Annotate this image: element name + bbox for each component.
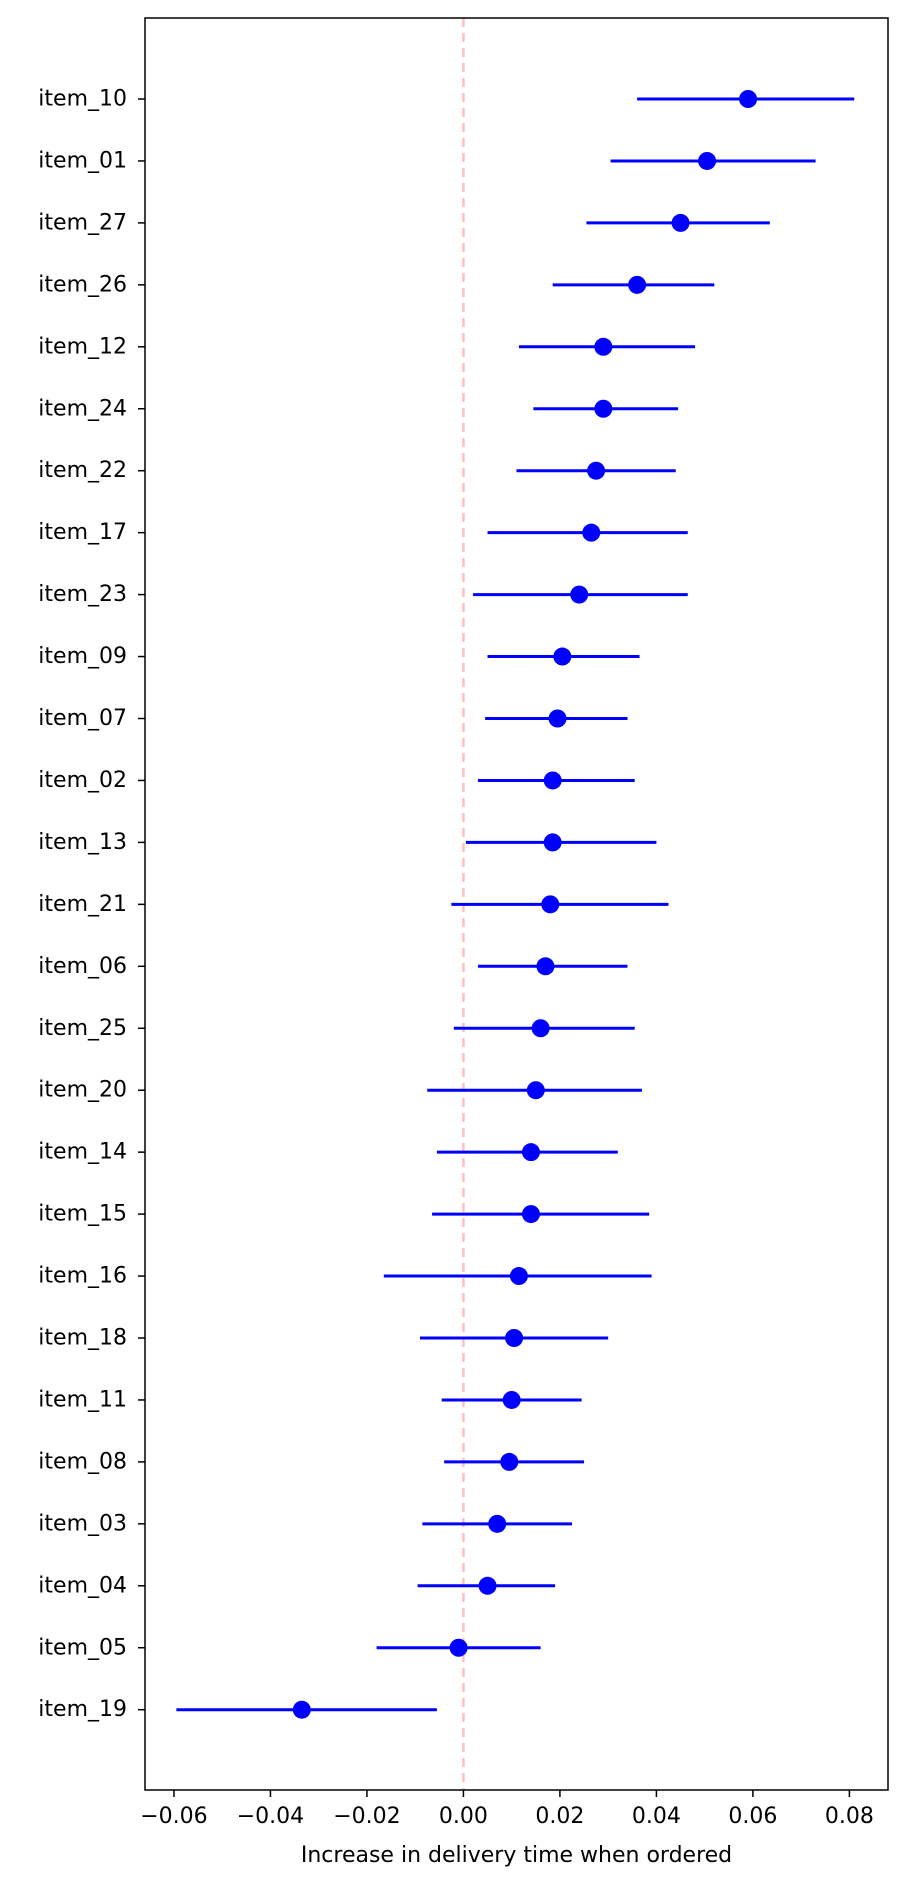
estimate-points-group: [292, 90, 758, 1719]
ytick-label-item_08: item_08: [38, 1449, 127, 1474]
point-item_26: [628, 275, 647, 294]
ytick-label-item_16: item_16: [38, 1264, 127, 1289]
point-item_21: [541, 895, 560, 914]
point-item_11: [502, 1390, 521, 1409]
point-item_01: [698, 151, 717, 170]
xtick-label-1: −0.04: [237, 1804, 304, 1829]
ytick-label-item_15: item_15: [38, 1202, 127, 1227]
point-item_05: [449, 1638, 468, 1657]
y-axis-ticks-group: item_10 item_01 item_27 item_26 item_12 item_…: [38, 87, 145, 1722]
point-item_17: [582, 523, 601, 542]
point-item_18: [505, 1329, 524, 1347]
ytick-label-item_02: item_02: [38, 768, 127, 793]
ytick-label-item_03: item_03: [38, 1511, 127, 1536]
ytick-label-item_13: item_13: [38, 830, 127, 855]
ytick-label-item_21: item_21: [38, 892, 127, 917]
point-item_24: [594, 399, 613, 418]
ytick-label-item_24: item_24: [38, 396, 127, 421]
point-item_10: [739, 90, 758, 108]
point-item_22: [587, 461, 606, 480]
point-item_13: [543, 833, 562, 852]
ytick-label-item_18: item_18: [38, 1326, 127, 1351]
xtick-label-2: −0.02: [333, 1804, 400, 1829]
ytick-label-item_23: item_23: [38, 582, 127, 607]
ytick-label-item_27: item_27: [38, 210, 127, 235]
ytick-label-item_01: item_01: [38, 148, 127, 173]
ytick-label-item_05: item_05: [38, 1635, 127, 1660]
point-item_04: [478, 1576, 497, 1595]
point-item_09: [553, 647, 572, 666]
point-item_08: [500, 1452, 519, 1471]
point-item_06: [536, 957, 555, 976]
ytick-label-item_19: item_19: [38, 1697, 127, 1722]
ytick-label-item_14: item_14: [38, 1140, 127, 1165]
xtick-label-3: 0.00: [439, 1804, 488, 1829]
ytick-label-item_17: item_17: [38, 520, 127, 545]
ytick-label-item_20: item_20: [38, 1078, 127, 1103]
ytick-label-item_11: item_11: [38, 1387, 127, 1412]
point-item_15: [521, 1205, 540, 1224]
point-item_23: [570, 585, 589, 604]
point-item_12: [594, 337, 613, 356]
point-item_25: [531, 1019, 550, 1038]
xtick-label-7: 0.08: [825, 1804, 874, 1829]
point-item_20: [526, 1081, 545, 1100]
xtick-label-6: 0.06: [728, 1804, 777, 1829]
ytick-label-item_25: item_25: [38, 1016, 127, 1041]
xtick-label-0: −0.06: [140, 1804, 207, 1829]
ytick-label-item_12: item_12: [38, 334, 127, 359]
point-item_07: [548, 709, 567, 728]
point-item_19: [292, 1700, 311, 1719]
ytick-label-item_07: item_07: [38, 706, 127, 731]
x-axis-label: Increase in delivery time when ordered: [301, 1843, 732, 1868]
point-item_27: [671, 213, 690, 232]
ytick-label-item_22: item_22: [38, 458, 127, 483]
xtick-label-5: 0.04: [632, 1804, 681, 1829]
point-item_16: [509, 1267, 528, 1286]
point-item_03: [488, 1514, 507, 1533]
ytick-label-item_06: item_06: [38, 954, 127, 979]
point-item_02: [543, 771, 562, 790]
point-item_14: [521, 1143, 540, 1162]
ytick-label-item_26: item_26: [38, 272, 127, 297]
x-axis-ticks-group: −0.06 −0.04 −0.02 0.00 0.02 0.04 0.06 0.08: [140, 1790, 874, 1829]
ytick-label-item_10: item_10: [38, 87, 127, 112]
ytick-label-item_09: item_09: [38, 644, 127, 669]
xtick-label-4: 0.02: [535, 1804, 584, 1829]
ytick-label-item_04: item_04: [38, 1573, 127, 1598]
